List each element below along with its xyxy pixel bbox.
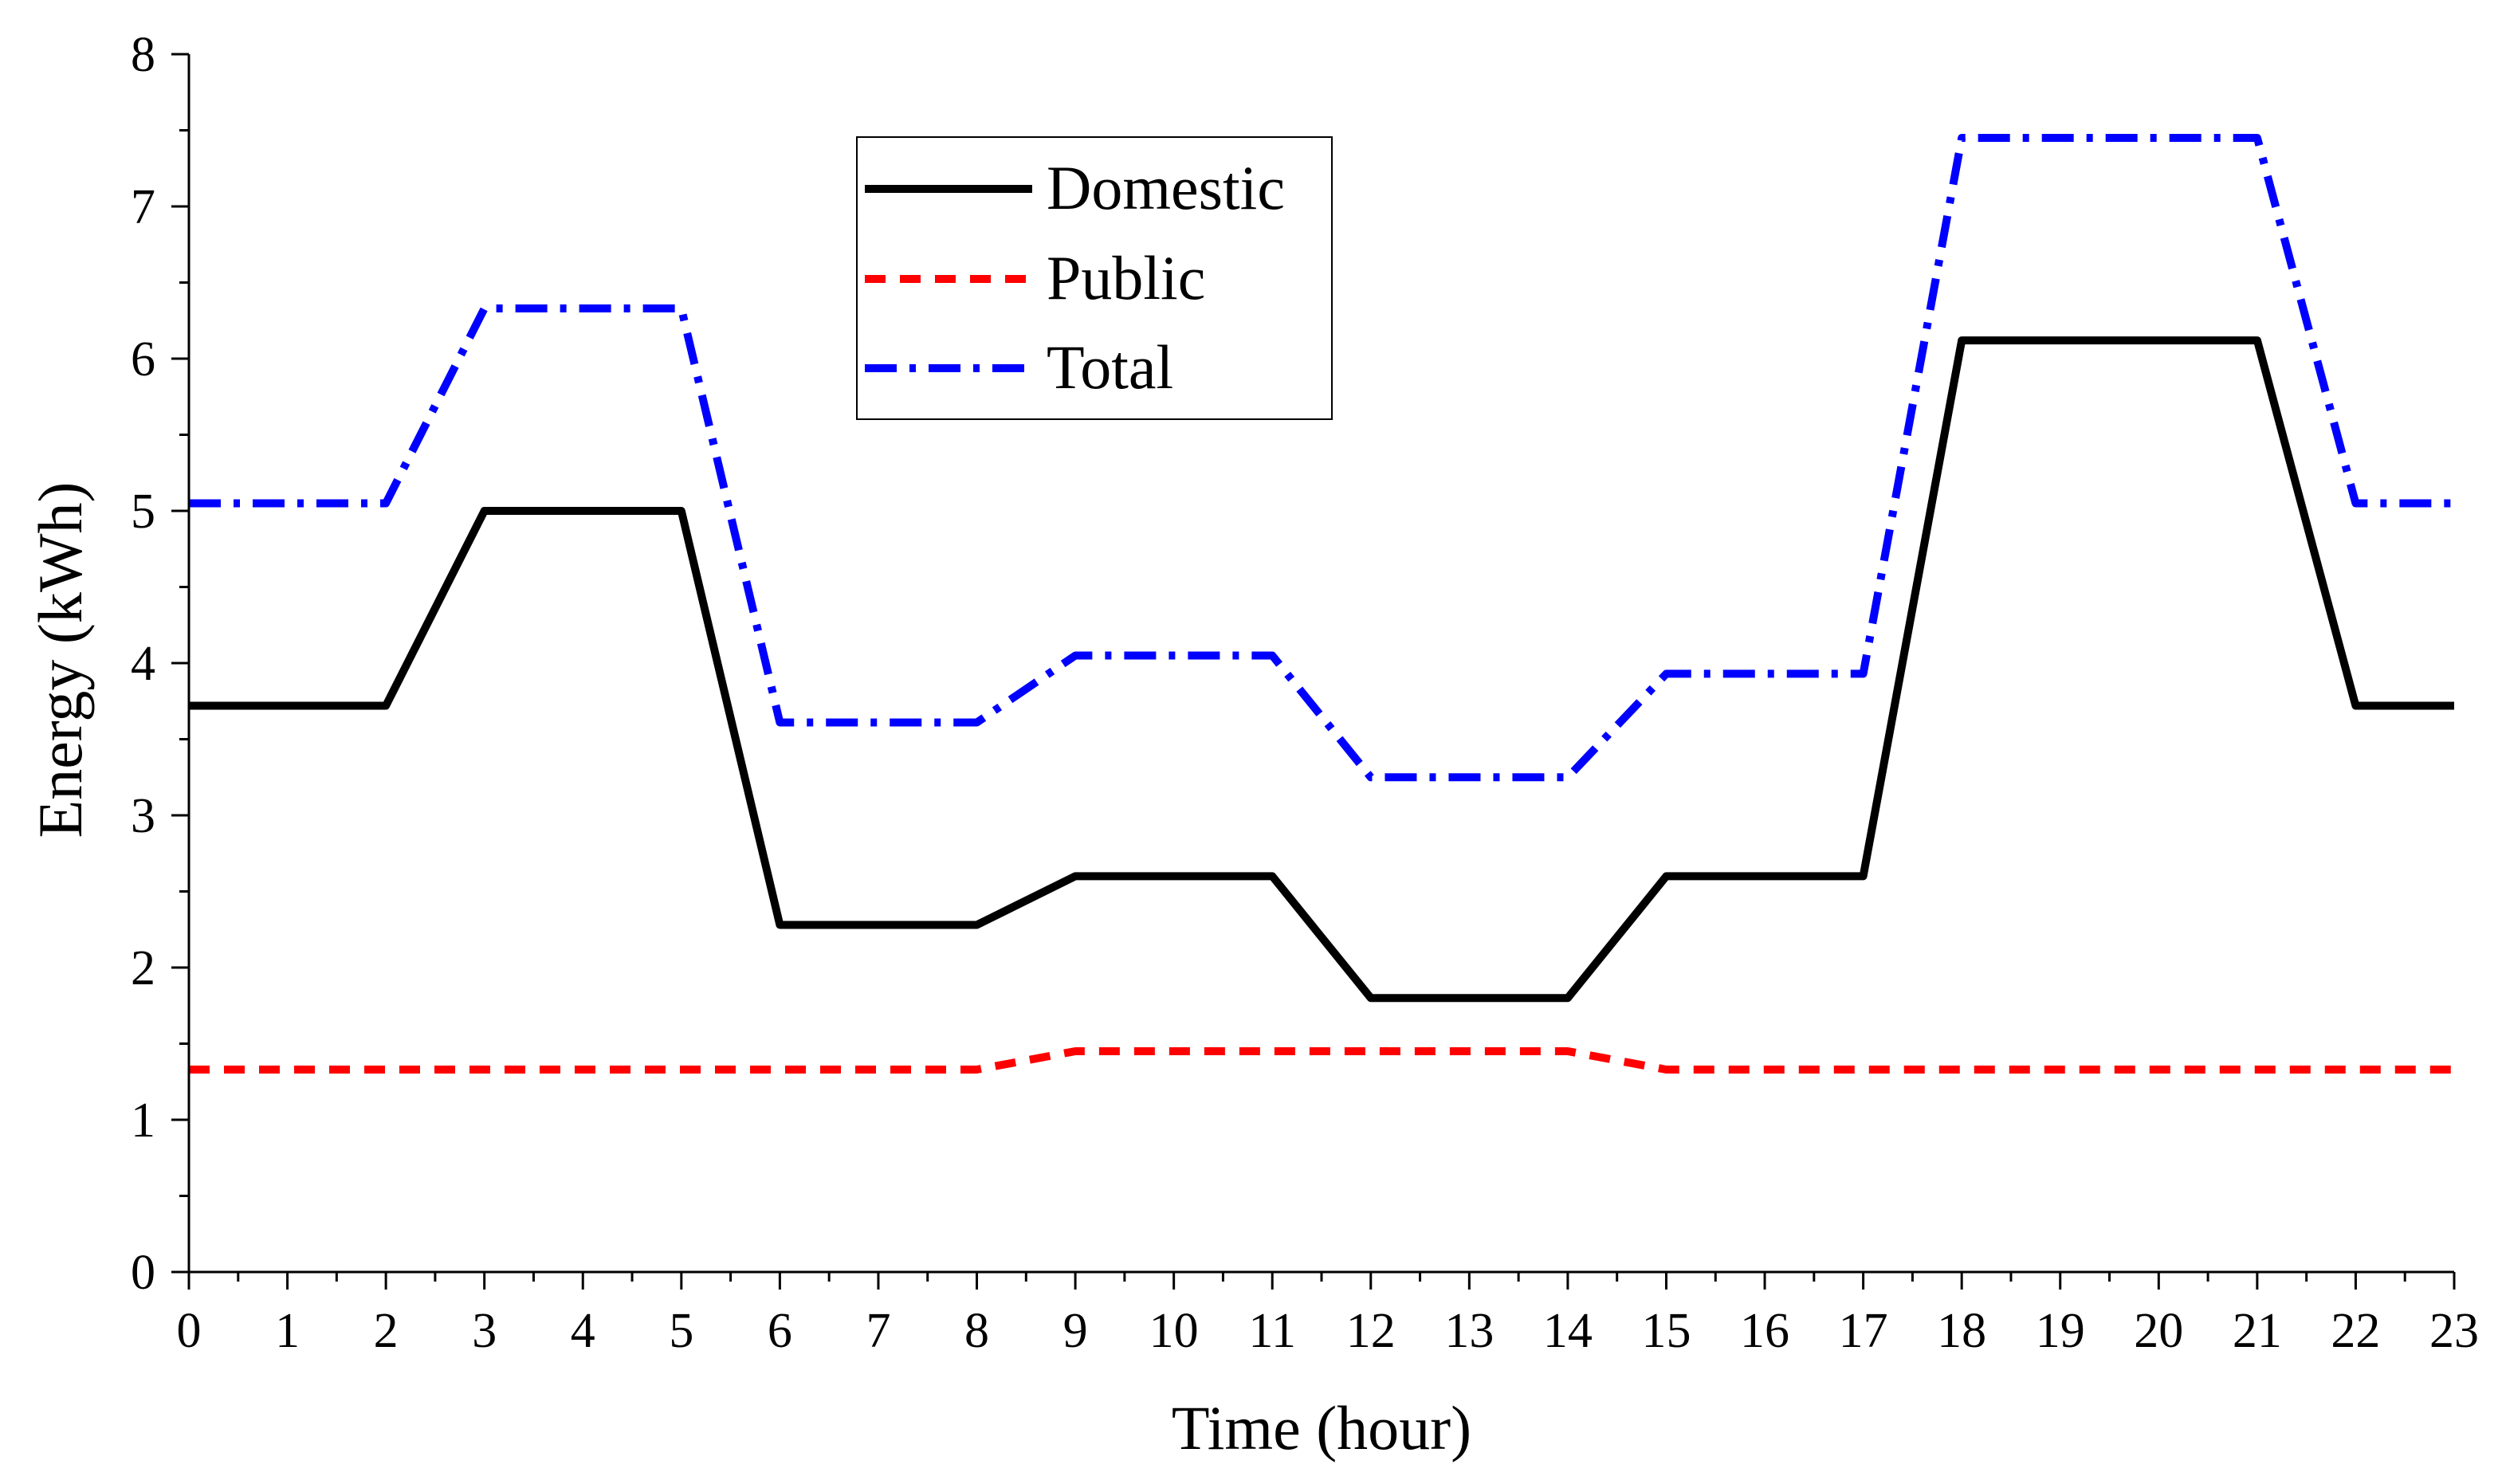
x-tick-label: 22	[2331, 1304, 2380, 1358]
x-tick-label: 21	[2233, 1304, 2282, 1358]
y-tick-label: 0	[131, 1246, 155, 1300]
x-tick-label: 14	[1543, 1304, 1593, 1358]
x-tick-label: 13	[1444, 1304, 1494, 1358]
y-tick-label: 5	[131, 485, 155, 539]
x-axis-title: Time (hour)	[1172, 1393, 1471, 1462]
x-tick-label: 6	[768, 1304, 792, 1358]
y-tick-label: 6	[131, 332, 155, 387]
series-line-domestic	[189, 336, 2454, 1003]
x-tick-label: 1	[275, 1304, 300, 1358]
x-tick-label: 10	[1149, 1304, 1199, 1358]
x-tick-label: 18	[1937, 1304, 1986, 1358]
x-tick-label: 11	[1248, 1304, 1296, 1358]
y-tick-label: 1	[131, 1093, 155, 1148]
x-tick-label: 12	[1346, 1304, 1396, 1358]
legend-label-domestic: Domestic	[1047, 153, 1285, 222]
y-tick-label: 3	[131, 789, 155, 843]
x-tick-label: 0	[177, 1304, 202, 1358]
y-tick-label: 4	[131, 637, 155, 691]
legend-label-public: Public	[1047, 243, 1205, 312]
legend-label-total: Total	[1047, 332, 1173, 402]
x-tick-label: 19	[2036, 1304, 2085, 1358]
x-tick-label: 15	[1641, 1304, 1691, 1358]
x-tick-label: 7	[866, 1304, 890, 1358]
y-axis-title: Energy (kWh)	[26, 482, 95, 838]
y-tick-label: 7	[131, 180, 155, 234]
x-tick-label: 17	[1839, 1304, 1888, 1358]
y-tick-label: 8	[131, 28, 155, 82]
x-tick-label: 4	[571, 1304, 595, 1358]
series-line-public	[189, 1047, 2454, 1074]
x-tick-label: 2	[374, 1304, 399, 1358]
y-tick-label: 2	[131, 941, 155, 995]
x-tick-label: 5	[669, 1304, 693, 1358]
x-tick-label: 16	[1740, 1304, 1789, 1358]
x-tick-label: 9	[1063, 1304, 1088, 1358]
x-tick-label: 3	[472, 1304, 497, 1358]
x-tick-label: 20	[2134, 1304, 2183, 1358]
x-tick-label: 8	[964, 1304, 989, 1358]
series-layer	[189, 134, 2454, 1074]
x-tick-label: 23	[2429, 1304, 2479, 1358]
legend: Domestic Public Total	[856, 136, 1333, 420]
